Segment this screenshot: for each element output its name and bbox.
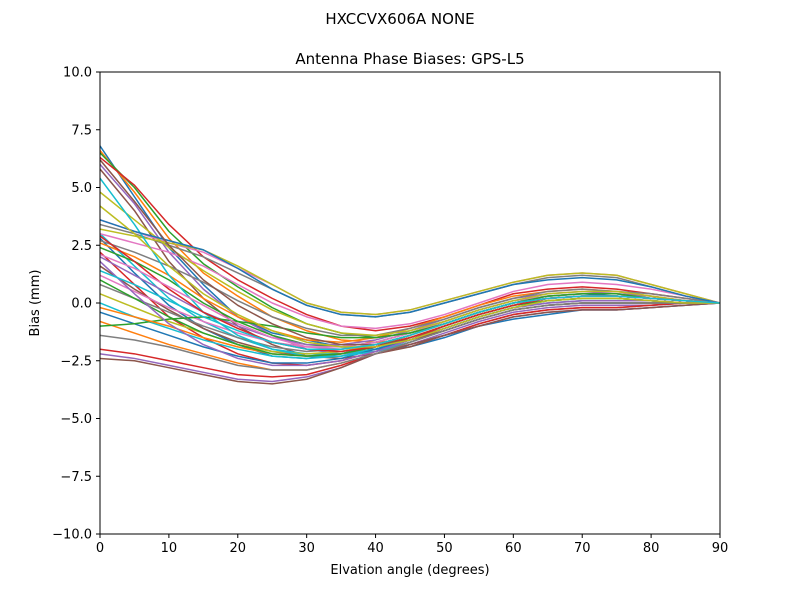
series-line-27 — [100, 232, 720, 330]
y-tick-label: −2.5 — [60, 354, 92, 369]
y-tick-label: 10.0 — [63, 66, 92, 81]
y-axis-label: Bias (mm) — [28, 270, 43, 337]
series-line-26 — [100, 302, 720, 385]
axes-layer: 0 10 20 30 40 50 60 70 80 90 −10.0 −7.5 −5.0 −2.5 0.0 2… — [52, 66, 728, 557]
x-tick-label: 20 — [230, 541, 247, 556]
x-tick-label: 50 — [436, 541, 453, 556]
y-tick-label: 0.0 — [71, 297, 92, 312]
series-line-31 — [100, 219, 720, 318]
chart-title: Antenna Phase Biases: GPS-L5 — [295, 50, 524, 68]
x-tick-label: 40 — [367, 541, 384, 556]
x-tick-label: 60 — [505, 541, 522, 556]
x-tick-label: 70 — [574, 541, 591, 556]
x-axis-label: Elvation angle (degrees) — [330, 563, 489, 578]
x-tick-label: 10 — [161, 541, 178, 556]
x-tick-label: 30 — [298, 541, 315, 556]
series-line-40 — [100, 269, 720, 350]
y-tick-label: 2.5 — [71, 239, 92, 254]
series-line-39 — [100, 205, 720, 348]
figure-suptitle: HXCCVX606A NONE — [325, 10, 474, 28]
series-layer — [100, 144, 720, 385]
series-line-29 — [100, 191, 720, 337]
y-tick-label: 5.0 — [71, 181, 92, 196]
y-tick-label: 7.5 — [71, 123, 92, 138]
x-tick-label: 0 — [96, 541, 104, 556]
series-line-38 — [100, 302, 720, 371]
y-tick-label: −5.0 — [60, 412, 92, 427]
series-lines — [100, 144, 720, 385]
x-tick-label: 90 — [712, 541, 729, 556]
x-tick-label: 80 — [643, 541, 660, 556]
y-tick-label: −10.0 — [52, 528, 92, 543]
y-tick-label: −7.5 — [60, 470, 92, 485]
